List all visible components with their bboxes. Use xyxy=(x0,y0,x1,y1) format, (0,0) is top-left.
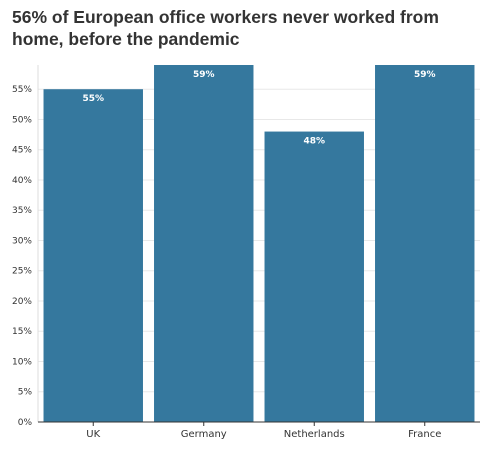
bar-germany xyxy=(154,65,254,422)
chart-title: 56% of European office workers never wor… xyxy=(12,7,439,49)
y-tick-label: 15% xyxy=(12,327,32,337)
y-tick-label: 20% xyxy=(12,297,32,307)
y-axis: 0% 5% 10% 15% 20% 25% 30% 35% 40% 45% 50% 55% xyxy=(12,85,32,428)
y-tick-label: 5% xyxy=(18,388,33,398)
x-tick-label: France xyxy=(408,429,441,440)
x-tick-label: Germany xyxy=(181,429,227,440)
bar-netherlands xyxy=(264,131,364,422)
y-tick-label: 10% xyxy=(12,357,32,367)
y-tick-label: 45% xyxy=(12,146,32,156)
y-tick-label: 40% xyxy=(12,176,32,186)
y-tick-label: 30% xyxy=(12,236,32,246)
data-label: 48% xyxy=(303,137,325,147)
data-label: 55% xyxy=(82,94,104,104)
x-tick-label: Netherlands xyxy=(284,429,345,440)
x-tick-label: UK xyxy=(86,429,100,440)
bar-uk xyxy=(43,89,143,422)
x-axis: UK Germany Netherlands France xyxy=(38,421,480,440)
y-tick-label: 50% xyxy=(12,115,32,125)
y-tick-label: 0% xyxy=(18,418,33,428)
bars: 55% 59% 48% 59% xyxy=(43,65,475,422)
bar-france xyxy=(375,65,475,422)
data-label: 59% xyxy=(193,70,215,80)
y-tick-label: 25% xyxy=(12,267,32,277)
y-tick-label: 35% xyxy=(12,206,32,216)
y-tick-label: 55% xyxy=(12,85,32,95)
data-label: 59% xyxy=(414,70,436,80)
